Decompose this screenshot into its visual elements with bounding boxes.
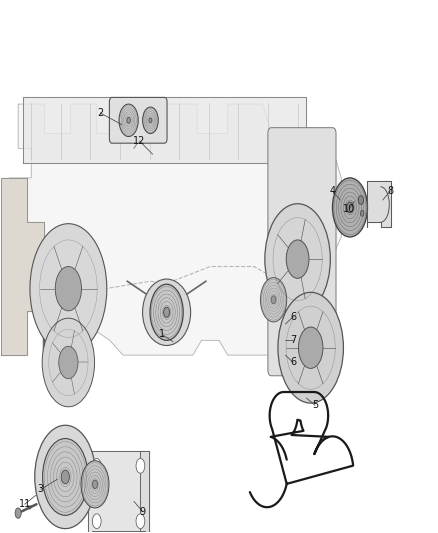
- Circle shape: [55, 266, 81, 311]
- Text: 5: 5: [312, 400, 318, 410]
- Text: 3: 3: [38, 484, 44, 495]
- FancyBboxPatch shape: [110, 98, 167, 143]
- Circle shape: [143, 107, 158, 134]
- Text: 2: 2: [97, 108, 103, 118]
- Polygon shape: [22, 96, 306, 163]
- Ellipse shape: [143, 279, 191, 345]
- Circle shape: [92, 458, 101, 473]
- Text: 7: 7: [290, 335, 297, 345]
- Text: 11: 11: [18, 499, 31, 509]
- Circle shape: [42, 318, 95, 407]
- Circle shape: [136, 514, 145, 529]
- Circle shape: [119, 104, 138, 136]
- Circle shape: [271, 296, 276, 304]
- Circle shape: [15, 508, 21, 518]
- Circle shape: [332, 178, 367, 237]
- Circle shape: [59, 346, 78, 379]
- Text: 1: 1: [159, 329, 165, 340]
- Circle shape: [30, 224, 107, 353]
- Polygon shape: [10, 104, 341, 370]
- Circle shape: [92, 480, 98, 489]
- Text: 6: 6: [290, 312, 296, 322]
- Circle shape: [42, 439, 88, 515]
- Circle shape: [127, 117, 131, 123]
- Polygon shape: [1, 178, 44, 355]
- Circle shape: [286, 240, 309, 278]
- Circle shape: [360, 211, 364, 216]
- Text: 6: 6: [290, 358, 296, 367]
- Circle shape: [347, 202, 353, 213]
- Text: 12: 12: [133, 136, 146, 146]
- Text: 8: 8: [387, 186, 393, 196]
- Text: 9: 9: [140, 507, 146, 516]
- Text: 4: 4: [329, 186, 336, 196]
- Circle shape: [136, 458, 145, 473]
- Circle shape: [92, 514, 101, 529]
- Polygon shape: [141, 451, 149, 533]
- Circle shape: [261, 278, 287, 322]
- Circle shape: [298, 327, 323, 368]
- Circle shape: [278, 292, 343, 403]
- FancyBboxPatch shape: [268, 128, 336, 376]
- Circle shape: [265, 204, 330, 314]
- Circle shape: [81, 461, 109, 508]
- Circle shape: [164, 307, 170, 317]
- Circle shape: [149, 118, 152, 123]
- Text: 10: 10: [343, 204, 355, 214]
- Circle shape: [61, 470, 69, 484]
- Circle shape: [150, 284, 183, 341]
- Circle shape: [358, 196, 364, 205]
- Polygon shape: [88, 451, 149, 533]
- Polygon shape: [367, 181, 392, 227]
- Circle shape: [35, 425, 96, 529]
